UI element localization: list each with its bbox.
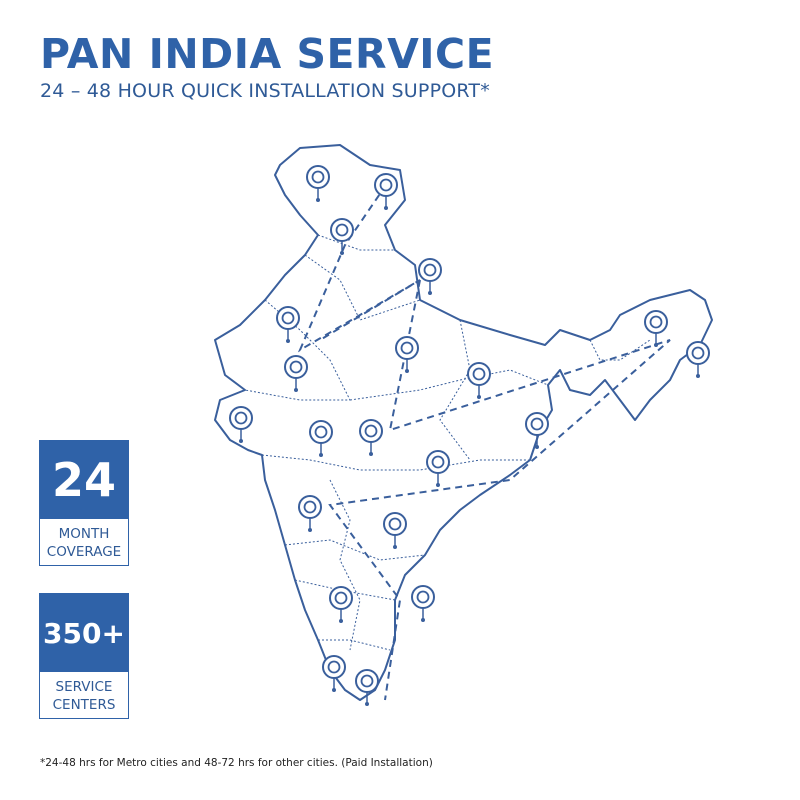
location-pin-icon <box>411 585 435 622</box>
stat-label-line: MONTH <box>58 526 110 542</box>
location-pin-icon <box>525 412 549 449</box>
stat-label-line: SERVICE <box>55 679 113 695</box>
stat-warranty: 24 MONTH COVERAGE <box>39 440 129 566</box>
location-pin-icon <box>467 362 491 399</box>
service-pins <box>229 165 710 706</box>
stat-label: SERVICE CENTERS <box>40 672 128 718</box>
location-pin-icon <box>309 420 333 457</box>
stat-value: 24 <box>40 441 128 519</box>
page-title: PAN INDIA SERVICE <box>40 30 495 78</box>
page-subtitle: 24 – 48 HOUR QUICK INSTALLATION SUPPORT* <box>40 80 490 102</box>
location-pin-icon <box>418 258 442 295</box>
location-pin-icon <box>298 495 322 532</box>
location-pin-icon <box>284 355 308 392</box>
location-pin-icon <box>395 336 419 373</box>
stat-label-line: COVERAGE <box>46 544 122 560</box>
stat-label-line: CENTERS <box>52 697 116 713</box>
location-pin-icon <box>383 512 407 549</box>
location-pin-icon <box>276 306 300 343</box>
footnote: *24-48 hrs for Metro cities and 48-72 hr… <box>40 757 433 769</box>
location-pin-icon <box>355 669 379 706</box>
location-pin-icon <box>330 218 354 255</box>
stat-value: 350+ <box>40 594 128 672</box>
service-routes <box>297 184 671 701</box>
location-pin-icon <box>686 341 710 378</box>
location-pin-icon <box>359 419 383 456</box>
location-pin-icon <box>374 173 398 210</box>
india-outline <box>214 144 713 701</box>
state-borders <box>244 234 651 651</box>
location-pin-icon <box>644 310 668 347</box>
location-pin-icon <box>306 165 330 202</box>
stat-label: MONTH COVERAGE <box>40 519 128 565</box>
stat-service-centers: 350+ SERVICE CENTERS <box>39 593 129 719</box>
location-pin-icon <box>229 406 253 443</box>
location-pin-icon <box>329 586 353 623</box>
location-pin-icon <box>322 655 346 692</box>
location-pin-icon <box>426 450 450 487</box>
